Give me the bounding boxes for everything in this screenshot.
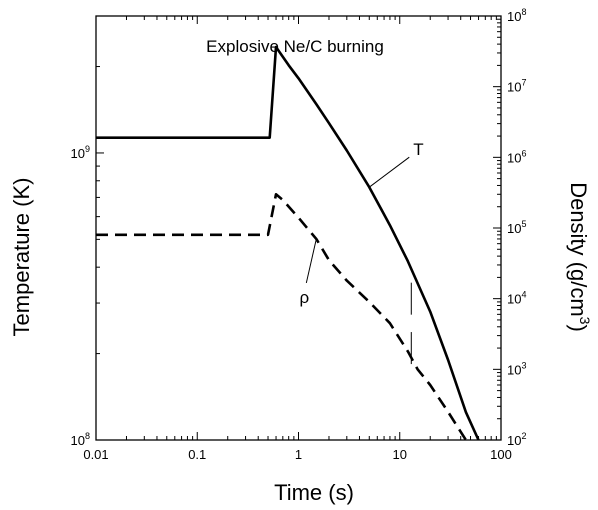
y-left-tick-label: 109 bbox=[71, 144, 90, 161]
x-tick-label: 100 bbox=[490, 447, 512, 462]
temperature-series-line bbox=[96, 45, 480, 441]
x-tick-label: 0.1 bbox=[188, 447, 206, 462]
x-tick-label: 0.01 bbox=[83, 447, 108, 462]
y-right-tick-label: 107 bbox=[507, 78, 526, 95]
density-series-line bbox=[96, 193, 467, 441]
rho-leader-line bbox=[305, 238, 317, 284]
T-leader-line bbox=[368, 156, 410, 188]
plot-frame bbox=[95, 15, 502, 441]
y-right-tick-label: 105 bbox=[507, 219, 526, 236]
y-left-axis-title: Temperature (K) bbox=[9, 178, 34, 337]
x-tick-label: 1 bbox=[295, 447, 302, 462]
y-right-tick-label: 104 bbox=[507, 290, 526, 307]
y-right-tick-label: 103 bbox=[507, 360, 526, 377]
y-right-axis-title-main: Density (g/cm bbox=[566, 182, 591, 316]
x-tick-label: 10 bbox=[393, 447, 407, 462]
y-right-tick-label: 108 bbox=[507, 7, 526, 24]
annotation-group: Tρ bbox=[299, 140, 424, 365]
y-right-tick-label: 106 bbox=[507, 148, 526, 165]
y-right-axis-title-sup: 3 bbox=[577, 317, 593, 325]
ticks-group: 0.01 0.1 1 10 100 108 109 102 103 104 105 106 107 108 bbox=[71, 7, 527, 462]
T-series-label: T bbox=[413, 140, 423, 159]
series-group bbox=[96, 45, 480, 441]
x-axis-title: Time (s) bbox=[274, 480, 354, 505]
y-right-axis-title-close: ) bbox=[566, 324, 591, 331]
y-right-axis-title: Density (g/cm3) bbox=[566, 182, 593, 332]
y-right-tick-label: 102 bbox=[507, 431, 526, 448]
rho-series-label: ρ bbox=[299, 288, 309, 307]
chart-title: Explosive Ne/C burning bbox=[206, 37, 384, 56]
y-left-tick-label: 108 bbox=[71, 431, 90, 448]
